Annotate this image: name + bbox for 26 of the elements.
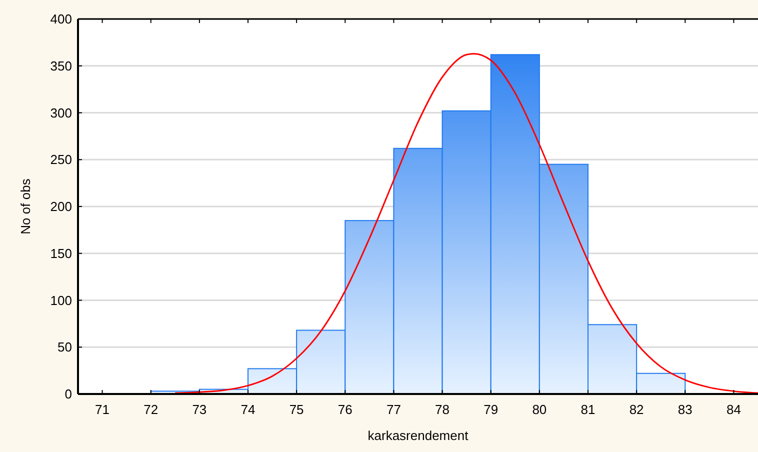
y-tick-label: 100 <box>50 292 72 308</box>
x-tick-label: 71 <box>95 402 110 417</box>
x-tick-label: 73 <box>192 402 207 417</box>
x-tick-label: 81 <box>580 402 596 417</box>
line-series <box>174 52 758 394</box>
y-tick-label: 300 <box>50 105 72 120</box>
x-tick-label: 77 <box>386 402 401 417</box>
x-tick-label: 74 <box>240 402 256 417</box>
y-tick-label: 250 <box>50 152 72 168</box>
x-tick-label: 76 <box>338 402 352 417</box>
y-tick-label: 0 <box>64 386 72 402</box>
x-tick-label: 82 <box>629 402 644 417</box>
x-tick-label: 83 <box>678 402 692 417</box>
x-tick-label: 80 <box>532 402 547 417</box>
x-tick-label: 72 <box>144 402 158 417</box>
y-tick-label: 400 <box>50 12 72 26</box>
y-tick-label: 50 <box>58 340 72 355</box>
y-tick-label: 350 <box>50 58 72 74</box>
y-tick-label: 200 <box>50 199 72 214</box>
x-tick-label: 79 <box>484 402 498 417</box>
x-tick-label: 75 <box>289 402 304 417</box>
y-axis-title: No of obs <box>18 178 33 234</box>
x-axis-title: karkasrendement <box>368 428 469 443</box>
y-tick-label: 150 <box>50 246 72 261</box>
x-tick-label: 84 <box>726 402 741 417</box>
x-tick-label: 78 <box>435 402 450 417</box>
